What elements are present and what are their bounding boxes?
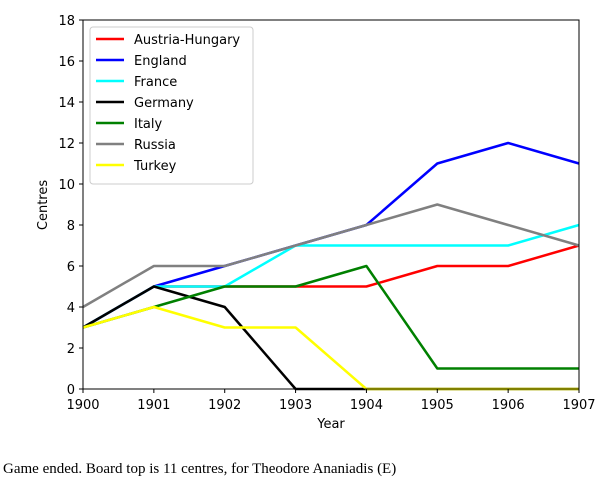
y-tick-label: 2 <box>67 342 75 357</box>
legend-box <box>89 26 254 185</box>
x-tick-label: 1902 <box>208 398 241 413</box>
legend-label-russia: Russia <box>134 138 176 153</box>
y-tick-label: 0 <box>67 383 75 398</box>
legend-label-italy: Italy <box>134 117 163 132</box>
y-tick-label: 6 <box>67 260 75 275</box>
y-tick-label: 10 <box>58 178 75 193</box>
x-axis-label: Year <box>316 417 345 432</box>
legend-label-germany: Germany <box>134 96 194 111</box>
legend-label-turkey: Turkey <box>133 159 177 174</box>
x-tick-label: 1901 <box>137 398 170 413</box>
x-tick-label: 1904 <box>350 398 383 413</box>
legend-label-austria-hungary: Austria-Hungary <box>134 33 240 48</box>
axis-layer: 1900 1901 1902 1903 1904 1905 1906 1907 0 2 4 6 8 10 1… <box>58 14 595 413</box>
y-tick-label: 8 <box>67 219 75 234</box>
y-tick-label: 12 <box>58 137 75 152</box>
y-tick-label: 16 <box>58 55 75 70</box>
series-line-france <box>82 223 580 329</box>
x-tick-label: 1903 <box>279 398 312 413</box>
game-caption: Game ended. Board top is 11 centres, for… <box>3 461 397 477</box>
x-tick-label: 1900 <box>66 398 99 413</box>
legend-label-france: France <box>134 75 177 90</box>
y-axis-label: Centres <box>36 180 51 230</box>
series-line-italy <box>82 264 579 370</box>
series-line-russia <box>82 203 580 309</box>
plot-frame <box>82 19 580 390</box>
y-tick-label: 4 <box>67 301 75 316</box>
x-tick-label: 1907 <box>562 398 595 413</box>
y-tick-label: 14 <box>58 96 75 111</box>
x-tick-label: 1906 <box>492 398 525 413</box>
centres-line-chart: 1900 1901 1902 1903 1904 1905 1906 1907 0 2 4 6 8 10 1… <box>36 14 596 432</box>
x-tick-label: 1905 <box>421 398 454 413</box>
y-tick-label: 18 <box>58 14 75 29</box>
legend: Austria-Hungary England France Germany Italy… <box>89 26 254 185</box>
legend-label-england: England <box>134 54 187 69</box>
